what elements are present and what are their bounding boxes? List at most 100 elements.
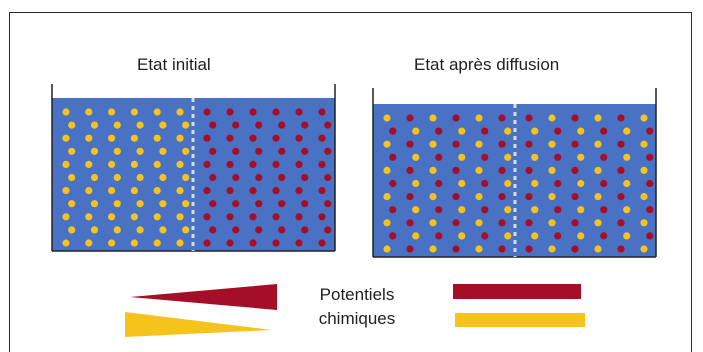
red-particle xyxy=(571,219,579,227)
yellow-particle xyxy=(475,166,483,174)
red-particle xyxy=(255,173,263,182)
diffusion-diagram xyxy=(51,84,657,337)
red-particle xyxy=(318,160,326,168)
container-diffusion xyxy=(372,88,657,258)
yellow-particle xyxy=(90,200,99,208)
red-particle xyxy=(232,226,240,234)
red-particle xyxy=(389,232,397,240)
yellow-particle xyxy=(412,179,420,188)
red-particle xyxy=(324,173,332,182)
red-particle xyxy=(435,127,443,135)
yellow-particle xyxy=(68,226,76,234)
yellow-particle xyxy=(594,140,602,148)
yellow-particle xyxy=(62,213,70,221)
yellow-particle xyxy=(504,153,512,161)
red-particle xyxy=(646,127,654,135)
yellow-particle xyxy=(85,239,93,247)
red-particle xyxy=(255,147,263,155)
red-particle xyxy=(498,193,506,201)
red-particle xyxy=(226,187,234,195)
red-particle xyxy=(600,179,608,188)
red-particle xyxy=(406,114,414,122)
red-particle xyxy=(295,239,303,247)
yellow-particle xyxy=(548,140,556,148)
red-particle xyxy=(226,213,234,221)
yellow-particle xyxy=(90,147,99,155)
yellow-particle xyxy=(383,193,391,201)
particles-diffusion xyxy=(383,114,654,253)
yellow-particle xyxy=(68,121,76,129)
yellow-particle xyxy=(594,193,602,201)
yellow-particle xyxy=(429,245,437,253)
red-particle xyxy=(232,121,240,129)
red-particle xyxy=(295,160,303,168)
yellow-particle xyxy=(594,219,602,227)
red-particle xyxy=(452,245,460,253)
yellow-particle xyxy=(623,232,631,240)
red-potential-bar-icon xyxy=(453,284,581,299)
red-particle xyxy=(389,127,397,135)
yellow-particle xyxy=(108,108,116,116)
red-particle xyxy=(324,147,332,155)
yellow-particle xyxy=(108,160,116,168)
red-particle xyxy=(571,140,579,148)
yellow-particle xyxy=(594,245,602,253)
yellow-particle xyxy=(113,121,121,129)
red-particle xyxy=(452,140,460,148)
yellow-particle xyxy=(182,226,190,234)
red-particle xyxy=(295,187,303,195)
yellow-particle xyxy=(504,232,512,240)
red-particle xyxy=(617,140,625,148)
red-particle xyxy=(452,193,460,201)
red-particle xyxy=(435,232,443,240)
red-particle xyxy=(272,187,280,195)
red-particle xyxy=(600,206,608,214)
yellow-particle xyxy=(153,134,161,142)
red-particle xyxy=(406,140,414,148)
yellow-particle xyxy=(68,200,76,208)
yellow-particle xyxy=(577,127,585,135)
red-particle xyxy=(435,206,443,214)
yellow-particle xyxy=(640,140,648,148)
yellow-particle xyxy=(504,127,512,135)
red-particle xyxy=(525,114,533,122)
yellow-particle xyxy=(548,219,556,227)
yellow-particle xyxy=(113,147,121,155)
yellow-particle xyxy=(640,219,648,227)
red-particle xyxy=(209,147,217,155)
yellow-particle xyxy=(130,108,138,116)
yellow-particle xyxy=(182,173,190,182)
yellow-particle xyxy=(130,160,138,168)
red-particle xyxy=(525,193,533,201)
red-particle xyxy=(226,134,234,142)
container-initial xyxy=(51,84,336,252)
red-particle xyxy=(406,245,414,253)
yellow-particle xyxy=(136,200,144,208)
yellow-particle xyxy=(531,153,539,161)
yellow-particle xyxy=(475,140,483,148)
yellow-particle xyxy=(458,206,466,214)
yellow-particle xyxy=(475,114,483,122)
red-particle xyxy=(646,153,654,161)
red-particle xyxy=(249,239,257,247)
yellow-particle xyxy=(623,179,631,188)
yellow-particle xyxy=(62,187,70,195)
red-particle xyxy=(232,173,240,182)
yellow-particle xyxy=(429,140,437,148)
yellow-particle xyxy=(504,206,512,214)
yellow-particle xyxy=(548,114,556,122)
red-particle xyxy=(498,219,506,227)
yellow-particle xyxy=(113,200,121,208)
yellow-particle xyxy=(85,187,93,195)
yellow-particle xyxy=(548,193,556,201)
yellow-particle xyxy=(153,187,161,195)
yellow-particle xyxy=(531,232,539,240)
yellow-particle xyxy=(429,114,437,122)
red-particle xyxy=(272,108,280,116)
red-particle xyxy=(389,206,397,214)
yellow-particle xyxy=(429,193,437,201)
red-particle xyxy=(571,193,579,201)
yellow-particle xyxy=(458,232,466,240)
red-particle xyxy=(646,232,654,240)
red-particle xyxy=(226,160,234,168)
